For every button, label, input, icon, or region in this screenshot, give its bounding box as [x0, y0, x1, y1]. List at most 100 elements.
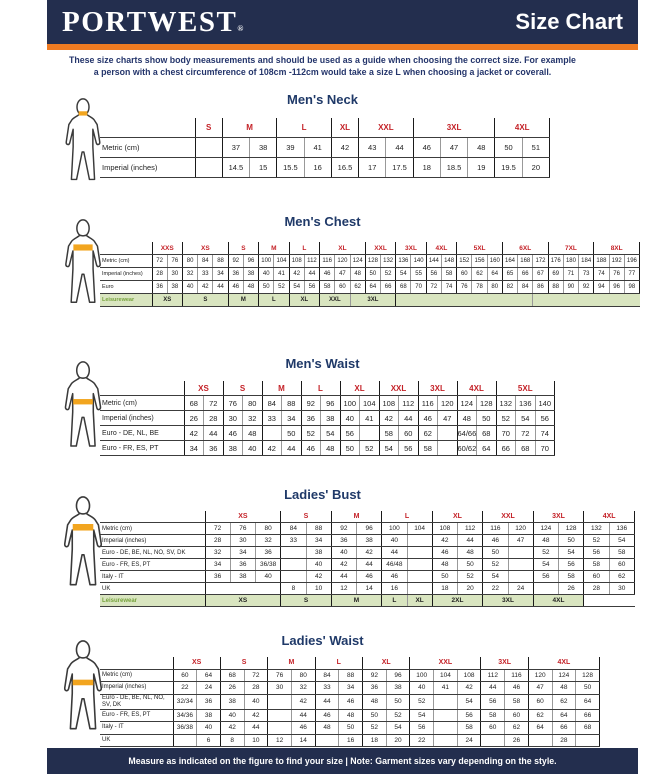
cell: 50: [482, 546, 508, 559]
row-label: Imperial (inches): [100, 157, 195, 178]
cell: 116: [482, 522, 508, 535]
size-header-row: XXS XS S M L XL XXL 3XL 4XL 5XL 6XL 7XL 8XL: [100, 242, 640, 255]
row-label: Euro - FR, ES, PT: [100, 709, 173, 722]
cell: 58: [319, 280, 335, 294]
cell: 54: [515, 410, 535, 426]
cell: 38: [222, 440, 243, 456]
cell: 32/34: [172, 694, 197, 710]
cell: 104: [406, 522, 433, 535]
cell: 76: [229, 522, 256, 535]
intro-text: These size charts show body measurements…: [0, 55, 645, 78]
cell: 64: [196, 669, 221, 682]
cell: 47: [507, 534, 534, 547]
size-header: 4XL: [583, 511, 635, 523]
cell: L: [381, 594, 407, 607]
cell: 52: [273, 280, 290, 294]
cell: 44: [330, 570, 357, 583]
size-header: 3XL: [395, 242, 427, 255]
size-header-row: S M L XL XXL 3XL 4XL: [100, 118, 550, 138]
cell: 42: [355, 546, 382, 559]
cell: 96: [242, 254, 259, 268]
cell: 44: [314, 694, 339, 710]
cell: 58: [608, 546, 635, 559]
cell: 168: [517, 254, 533, 268]
size-header: XS: [183, 381, 223, 396]
cell: 48: [320, 440, 340, 456]
row-label: Euro - DE, BE, NL, NO, SV, DK: [100, 694, 173, 710]
cell: [261, 425, 282, 441]
cell: 74: [593, 267, 610, 281]
cell: 38: [196, 709, 221, 722]
cell: 3XL: [349, 293, 396, 307]
cell: 36: [300, 410, 321, 426]
size-header: L: [300, 381, 340, 396]
cell: [267, 721, 292, 735]
portwest-logo: PORTWEST®: [62, 7, 243, 37]
cell: 22: [482, 582, 508, 595]
size-header: XL: [339, 381, 379, 396]
cell: 54: [482, 570, 508, 583]
cell: S: [280, 594, 332, 607]
cell: 38: [249, 137, 277, 158]
cell: 132: [583, 522, 609, 535]
cell: 38: [305, 546, 332, 559]
cell: 51: [521, 137, 551, 158]
cell: 67: [532, 267, 549, 281]
cell: 80: [486, 280, 503, 294]
cell: 72: [243, 669, 268, 682]
cell: 56: [532, 570, 559, 583]
cell: 60: [172, 669, 197, 682]
size-header: XXL: [358, 118, 414, 138]
cell: 46: [314, 709, 339, 722]
cell: 74: [440, 280, 457, 294]
cell: 2XL: [431, 594, 483, 607]
cell: 120: [507, 522, 534, 535]
mens-waist-table: XS S M L XL XXL 3XL 4XL 5XL Metric (cm) 68 72 76 80 84…: [100, 381, 555, 456]
cell: 73: [578, 267, 594, 281]
size-row-spacer: [100, 242, 152, 255]
mens-chest-table: XXS XS S M L XL XXL 3XL 4XL 5XL 6XL 7XL 8XL Metric (c…: [100, 242, 641, 307]
cell: 104: [433, 669, 458, 682]
cell: 50: [494, 137, 523, 158]
size-header-row: XS S M L XL XXL 3XL 4XL: [100, 657, 601, 670]
cell: 156: [471, 254, 488, 268]
row-label: Metric (cm): [100, 669, 173, 682]
cell: 80: [254, 522, 281, 535]
cell: 124: [532, 522, 559, 535]
cell: 66: [575, 709, 600, 722]
cell: 40: [339, 410, 360, 426]
cell: 44: [398, 410, 418, 426]
cell: 40: [409, 681, 434, 695]
cell: [172, 734, 197, 747]
cell: 76: [456, 280, 472, 294]
cell: 50: [557, 534, 584, 547]
size-header: 5XL: [495, 381, 555, 396]
cell: 116: [319, 254, 335, 268]
cell: 100: [258, 254, 274, 268]
cell: 42: [261, 440, 282, 456]
cell: 40: [305, 558, 332, 571]
cell: 43: [358, 137, 386, 158]
size-header: 4XL: [456, 381, 496, 396]
cell: 68: [219, 669, 245, 682]
cell: 128: [557, 522, 584, 535]
size-header: XXS: [151, 242, 183, 255]
section-title: Ladies' Waist: [281, 633, 364, 648]
cell: 42: [290, 694, 316, 710]
cell: 30: [222, 410, 243, 426]
cell: 50: [281, 425, 301, 441]
table-row: Metric (cm) 72 76 80 84 88 92 96 100 104 108 112 116…: [100, 254, 641, 268]
cell: 70: [495, 425, 516, 441]
row-label: Imperial (inches): [100, 534, 205, 547]
cell: 70: [534, 440, 555, 456]
size-header: M: [258, 242, 290, 255]
ladies-bust-table: XS S M L XL XXL 3XL 4XL Metric (cm) 72 76 80 84 88 92 9…: [100, 511, 635, 607]
cell: 54: [608, 534, 635, 547]
size-header: XXL: [364, 242, 396, 255]
cell: 100: [409, 669, 434, 682]
cell: 58: [480, 709, 505, 722]
cell: 54: [288, 280, 305, 294]
cell: 30: [166, 267, 183, 281]
table-row: Euro - FR, ES, PT 34/36 38 40 42 44 46 48 50 52 54…: [100, 709, 600, 722]
cell: [204, 582, 281, 595]
